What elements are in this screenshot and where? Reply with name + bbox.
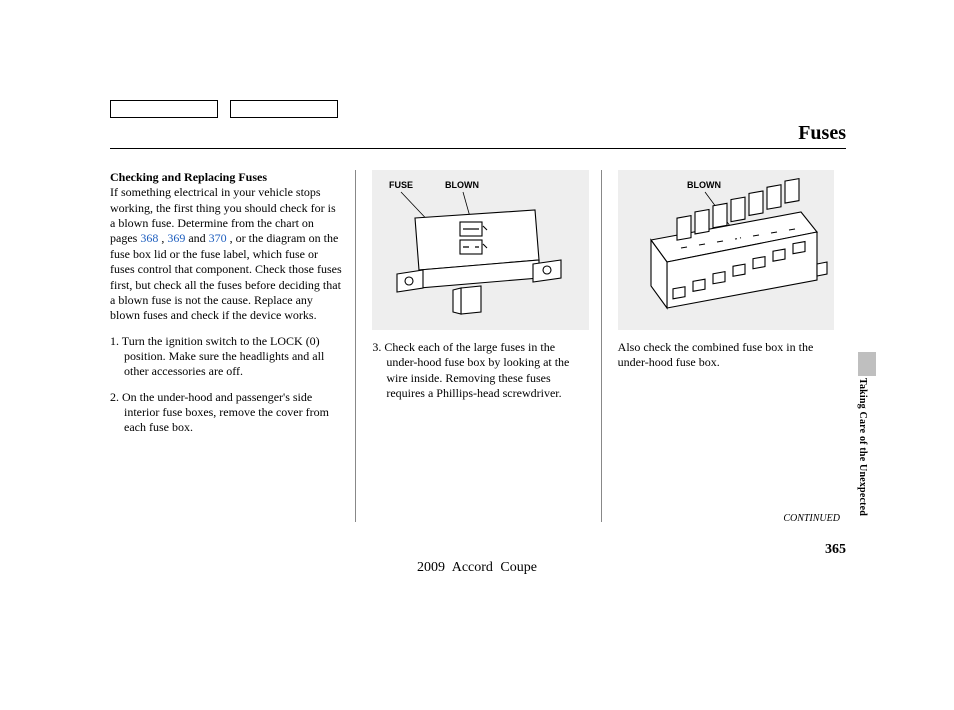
step-num: 3. xyxy=(372,340,384,354)
step-2: 2. On the under-hood and passenger's sid… xyxy=(110,390,343,436)
continued-label: CONTINUED xyxy=(783,513,840,524)
section-tab-label: Taking Care of the Unexpected xyxy=(857,378,868,516)
steps-list: 1. Turn the ignition switch to the LOCK … xyxy=(110,334,343,436)
page-title: Fuses xyxy=(798,122,846,145)
title-rule xyxy=(110,148,846,149)
figure-large-fuse: FUSE BLOWN xyxy=(372,170,588,330)
page-link-370[interactable]: 370 xyxy=(209,231,227,245)
footer-model-year: 2009 Accord Coupe xyxy=(0,560,954,576)
step-num: 2. xyxy=(110,390,122,404)
col3-paragraph: Also check the combined fuse box in the … xyxy=(618,340,834,371)
section-tab-marker xyxy=(858,352,876,376)
step-num: 1. xyxy=(110,334,122,348)
manual-page: Fuses Checking and Replacing Fuses If so… xyxy=(0,0,954,710)
step-1: 1. Turn the ignition switch to the LOCK … xyxy=(110,334,343,380)
fig-label-blown: BLOWN xyxy=(445,180,479,190)
header-box xyxy=(230,100,338,118)
column-3: BLOWN xyxy=(601,170,846,522)
intro-paragraph: Checking and Replacing Fuses If somethin… xyxy=(110,170,343,324)
fig-label-blown: BLOWN xyxy=(687,180,721,190)
sep: and xyxy=(185,231,208,245)
column-1: Checking and Replacing Fuses If somethin… xyxy=(110,170,355,522)
column-2: FUSE BLOWN xyxy=(355,170,600,522)
steps-list-continued: 3. Check each of the large fuses in the … xyxy=(372,340,588,401)
fuse-box-diagram-svg: BLOWN xyxy=(621,170,831,330)
step-text: Check each of the large fuses in the und… xyxy=(384,340,569,400)
content-columns: Checking and Replacing Fuses If somethin… xyxy=(110,170,846,522)
step-text: On the under-hood and passenger's side i… xyxy=(122,390,329,435)
figure-combined-fuse-box: BLOWN xyxy=(618,170,834,330)
page-number: 365 xyxy=(825,542,846,558)
section-subheading: Checking and Replacing Fuses xyxy=(110,170,267,184)
step-text: Turn the ignition switch to the LOCK (0)… xyxy=(122,334,325,379)
fig-label-fuse: FUSE xyxy=(389,180,413,190)
fuse-diagram-svg: FUSE BLOWN xyxy=(375,170,585,330)
header-placeholder-boxes xyxy=(110,100,338,118)
header-box xyxy=(110,100,218,118)
step-3: 3. Check each of the large fuses in the … xyxy=(372,340,588,401)
page-link-369[interactable]: 369 xyxy=(167,231,185,245)
sep: , xyxy=(158,231,167,245)
page-link-368[interactable]: 368 xyxy=(140,231,158,245)
